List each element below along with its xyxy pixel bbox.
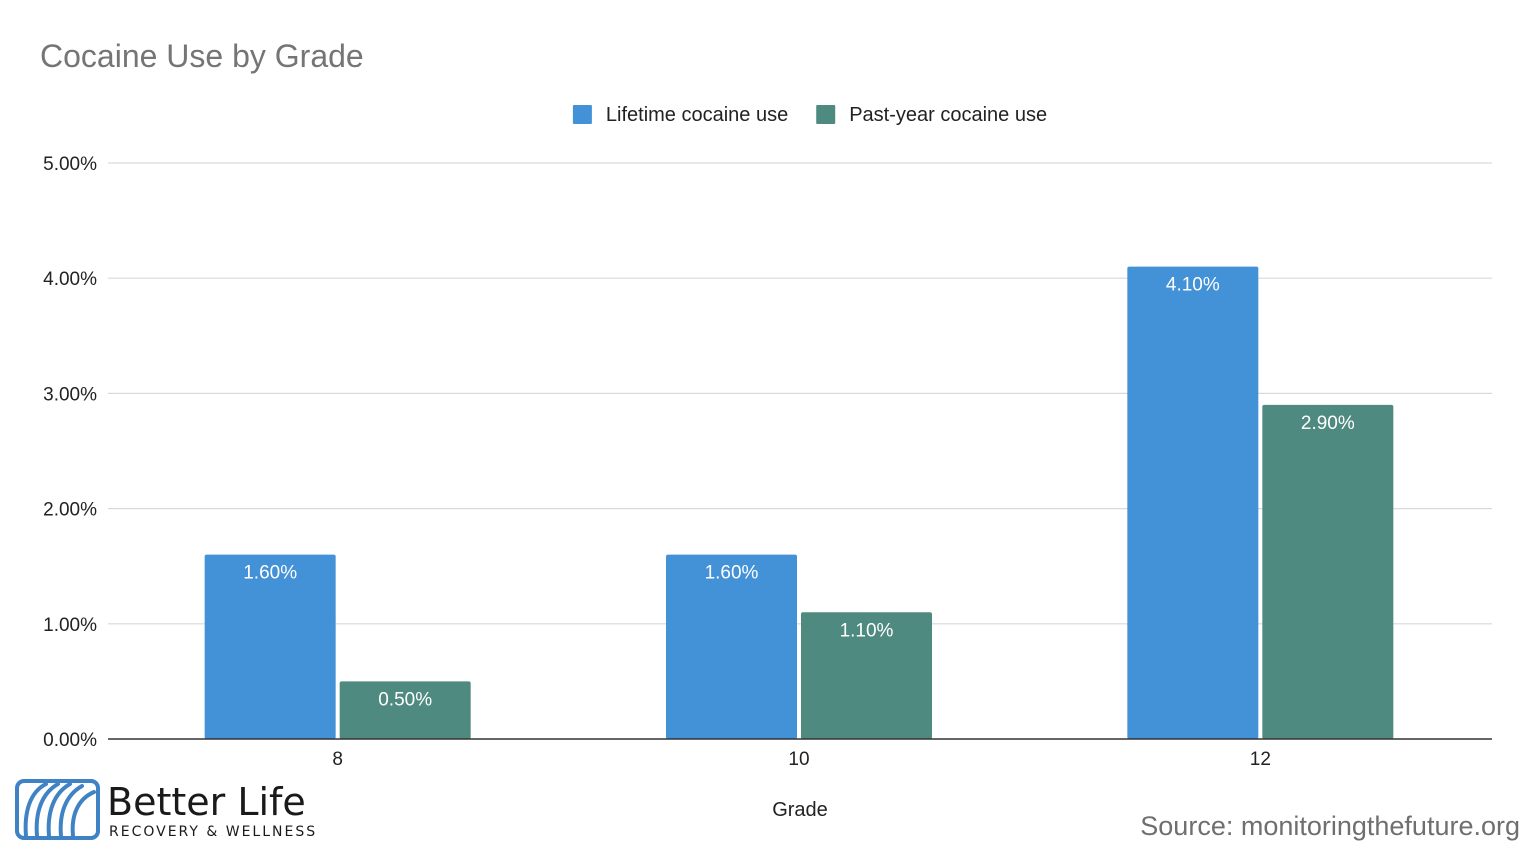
legend-label: Past-year cocaine use	[849, 104, 1047, 126]
legend-item-lifetime: Lifetime cocaine use	[572, 104, 788, 126]
bar-lifetime-grade-8	[204, 554, 336, 739]
bar-data-label: 1.60%	[243, 563, 297, 584]
x-axis-ticks: 8 10 12	[332, 749, 1271, 770]
legend: Lifetime cocaine use Past-year cocaine us…	[572, 104, 1047, 126]
bar-data-label: 0.50%	[378, 689, 432, 710]
y-tick-label: 1.00%	[43, 615, 97, 636]
bar-lifetime-grade-10	[666, 554, 797, 739]
legend-swatch	[572, 105, 592, 124]
logo-name: Better Life	[107, 780, 306, 824]
y-tick-label: 2.00%	[43, 500, 97, 521]
y-axis-ticks: 0.00% 1.00% 2.00% 3.00% 4.00% 5.00%	[43, 154, 97, 751]
bar-data-label: 4.10%	[1166, 275, 1220, 296]
legend-swatch	[816, 105, 836, 124]
bar-data-label: 2.90%	[1301, 413, 1355, 434]
x-tick-label: 12	[1250, 749, 1271, 770]
legend-item-past-year: Past-year cocaine use	[816, 104, 1047, 126]
legend-label: Lifetime cocaine use	[606, 104, 788, 126]
bar-past-year-grade-12	[1262, 404, 1394, 739]
logo-tagline: RECOVERY & WELLNESS	[109, 824, 317, 840]
x-axis-label: Grade	[772, 799, 828, 821]
bar-past-year-grade-8	[339, 681, 471, 739]
bar-past-year-grade-10	[801, 612, 932, 739]
y-tick-label: 0.00%	[43, 730, 97, 751]
bars	[204, 266, 1394, 739]
logo-wave-icon	[15, 779, 100, 840]
bar-labels: 1.60% 0.50% 1.60% 1.10% 4.10% 2.90%	[243, 275, 1355, 711]
y-tick-label: 3.00%	[43, 384, 97, 405]
gridlines	[108, 162, 1492, 625]
bar-data-label: 1.10%	[840, 620, 894, 641]
bar-data-label: 1.60%	[705, 563, 759, 584]
chart-title: Cocaine Use by Grade	[40, 38, 364, 74]
bar-lifetime-grade-12	[1127, 266, 1259, 739]
y-tick-label: 4.00%	[43, 269, 97, 290]
x-tick-label: 8	[332, 749, 343, 770]
source-credit: Source: monitoringthefuture.org	[1140, 811, 1520, 841]
y-tick-label: 5.00%	[43, 154, 97, 175]
x-tick-label: 10	[788, 749, 809, 770]
better-life-logo: Better Life RECOVERY & WELLNESS	[15, 779, 317, 840]
